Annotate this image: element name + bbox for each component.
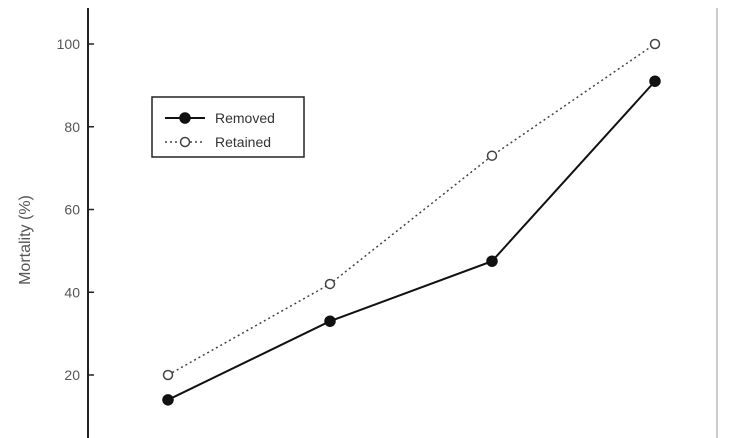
y-tick-label-20: 20 (64, 367, 80, 383)
legend-box (151, 96, 305, 158)
legend-label-removed: Removed (215, 110, 275, 126)
point-retained-1 (162, 369, 174, 381)
y-axis-title: Mortality (%) (17, 195, 34, 285)
series-line-removed (167, 80, 656, 401)
point-removed-1 (162, 394, 174, 406)
point-removed-3 (486, 255, 498, 267)
legend: Removed Retained (151, 96, 305, 158)
point-retained-4 (649, 38, 661, 50)
series-line-retained (167, 43, 656, 376)
y-tick-label-80: 80 (64, 119, 80, 135)
point-removed-4 (649, 75, 661, 87)
y-ticks: 20 40 60 80 100 (57, 36, 94, 383)
series-layer (162, 38, 661, 406)
point-retained-2 (324, 278, 336, 290)
y-tick-label-100: 100 (57, 36, 81, 52)
point-removed-2 (324, 315, 336, 327)
point-retained-3 (486, 150, 498, 161)
legend-label-retained: Retained (215, 134, 271, 150)
y-tick-label-40: 40 (64, 284, 80, 300)
y-tick-label-60: 60 (64, 202, 80, 218)
legend-marker-retained (179, 136, 191, 148)
legend-marker-removed (179, 112, 191, 124)
